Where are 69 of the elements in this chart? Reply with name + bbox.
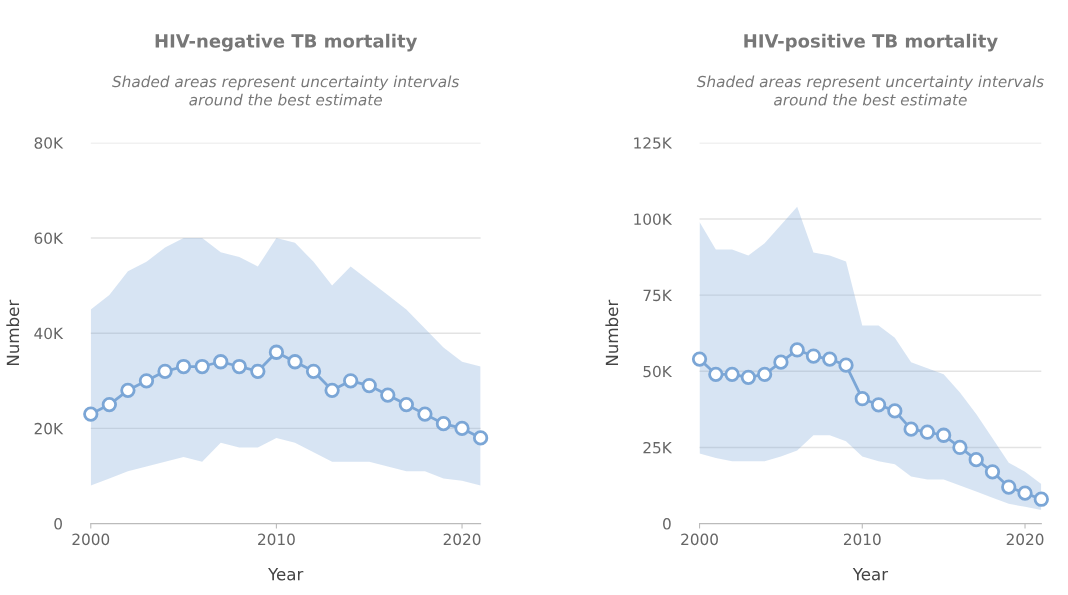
point [268,344,285,360]
point [1017,485,1033,501]
point [231,358,247,375]
point [822,351,838,367]
point [398,396,414,413]
y-tick-label: 75K [643,289,673,302]
point [120,382,136,398]
y-tick-label: 20K [34,422,64,435]
x-axis-title: Year [268,568,304,581]
y-tick-label: 60K [34,232,64,245]
point [138,373,155,389]
point [870,397,887,413]
x-tick-label: 2010 [258,533,295,546]
x-tick-label: 2020 [443,533,481,546]
point [854,391,870,407]
point [757,366,773,382]
point [789,342,805,358]
chart-title: HIV-negative TB mortality [155,33,418,52]
point [708,366,724,382]
x-tick-label: 2000 [72,533,110,546]
point [773,354,789,370]
point [805,348,822,364]
y-tick-label: 0 [663,518,671,530]
y-tick-label: 50K [643,365,673,378]
point [691,351,708,367]
point [305,363,322,379]
point [83,406,99,422]
point [287,354,303,370]
point [472,430,489,446]
point [343,373,359,389]
x-axis-title: Year [852,568,889,581]
point [724,366,740,382]
point [936,427,952,443]
point [952,439,968,456]
point [1001,479,1017,495]
y-tick-label: 80K [34,137,64,149]
chart-subtitle: Shaded areas represent uncertainty intervals around the best estimate [696,75,1044,106]
point [194,358,210,375]
point [887,403,903,419]
point [380,387,396,403]
point [175,358,192,375]
point [1033,491,1049,507]
y-tick-label: 40K [34,327,64,340]
x-tick-label: 2000 [681,533,718,546]
point [919,424,936,440]
point [157,363,173,379]
y-tick-label: 25K [643,441,673,454]
point [324,382,340,398]
point [213,354,229,370]
x-tick-label: 2010 [843,533,881,546]
chart-subtitle: Shaded areas represent uncertainty intervals around the best estimate [112,75,460,106]
y-tick-label: 0 [54,518,62,530]
point [454,420,470,437]
point [968,451,984,468]
point [435,416,452,432]
point [361,377,377,394]
point [984,464,1001,480]
point [903,421,919,437]
y-tick-label: 100K [634,213,673,225]
x-tick-label: 2020 [1006,533,1044,546]
y-axis-title: Number [605,299,619,366]
y-tick-label: 125K [634,137,673,149]
point [417,406,433,422]
point [740,369,756,386]
point [250,363,266,379]
point [101,396,117,413]
y-axis-title: Number [6,299,20,366]
chart-title: HIV-positive TB mortality [744,33,998,52]
point [838,357,854,373]
